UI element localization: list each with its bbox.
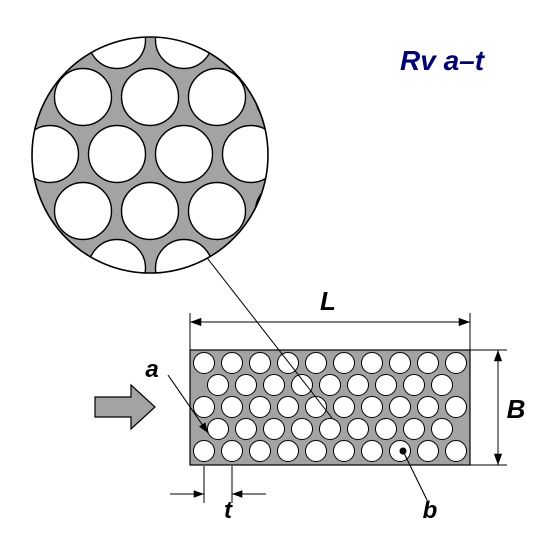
- magnifier-hole: [323, 183, 380, 240]
- sheet-hole: [250, 397, 271, 418]
- magnifier-hole: [122, 69, 179, 126]
- sheet-hole: [250, 353, 271, 374]
- leader-b-dot: [400, 448, 407, 455]
- dim-L-label: L: [320, 286, 336, 316]
- sheet-hole: [362, 353, 383, 374]
- sheet-hole: [194, 353, 215, 374]
- sheet-hole: [306, 441, 327, 462]
- magnifier-hole: [55, 69, 112, 126]
- sheet-hole: [334, 397, 355, 418]
- sheet-hole: [418, 397, 439, 418]
- sheet-hole: [222, 353, 243, 374]
- magnifier-hole: [290, 126, 347, 183]
- sheet-hole: [376, 419, 397, 440]
- sheet-hole: [376, 375, 397, 396]
- perforation-diagram: Rv a–t L Bt a b: [0, 0, 550, 550]
- sheet-hole: [292, 375, 313, 396]
- sheet-hole: [208, 419, 229, 440]
- magnifier-content: [22, 12, 380, 297]
- sheet-hole: [236, 375, 257, 396]
- sheet-hole: [404, 375, 425, 396]
- magnifier-hole: [290, 12, 347, 69]
- sheet-hole: [306, 353, 327, 374]
- dim-t-label: t: [224, 497, 233, 524]
- sheet-hole: [446, 441, 467, 462]
- sheet-hole: [250, 441, 271, 462]
- sheet-hole: [348, 419, 369, 440]
- magnifier-hole: [189, 69, 246, 126]
- sheet-hole: [432, 375, 453, 396]
- direction-arrow: [95, 385, 155, 429]
- sheet-hole: [334, 441, 355, 462]
- magnifier-hole: [223, 12, 280, 69]
- sheet-hole: [362, 397, 383, 418]
- sheet-hole: [390, 397, 411, 418]
- magnifier-hole: [89, 126, 146, 183]
- sheet-hole: [348, 375, 369, 396]
- sheet-hole: [320, 419, 341, 440]
- magnifier-hole: [22, 240, 79, 297]
- magnifier-hole: [122, 183, 179, 240]
- sheet-hole: [446, 397, 467, 418]
- magnifier-hole: [256, 69, 313, 126]
- title-text: Rv a–t: [400, 45, 486, 76]
- magnifier-hole: [22, 12, 79, 69]
- magnifier-hole: [89, 12, 146, 69]
- sheet-hole: [292, 419, 313, 440]
- magnifier-hole: [55, 183, 112, 240]
- magnifier-hole: [290, 240, 347, 297]
- sheet-hole: [446, 353, 467, 374]
- magnifier-hole: [223, 126, 280, 183]
- sheet-hole: [362, 441, 383, 462]
- dim-B-label: B: [507, 394, 526, 424]
- leader-a-label: a: [145, 356, 158, 383]
- sheet-hole: [390, 353, 411, 374]
- sheet-hole: [418, 441, 439, 462]
- sheet-hole: [320, 375, 341, 396]
- magnifier-hole: [156, 126, 213, 183]
- sheet-hole: [236, 419, 257, 440]
- sheet-hole: [222, 441, 243, 462]
- sheet-hole: [222, 397, 243, 418]
- magnifier-hole: [256, 183, 313, 240]
- sheet-hole: [264, 419, 285, 440]
- sheet-hole: [432, 419, 453, 440]
- sheet-hole: [264, 375, 285, 396]
- sheet-hole: [278, 441, 299, 462]
- sheet-hole: [334, 353, 355, 374]
- sheet-hole: [194, 441, 215, 462]
- sheet-hole: [208, 375, 229, 396]
- leader-b-label: b: [423, 497, 438, 524]
- magnifier-hole: [22, 126, 79, 183]
- sheet-hole: [404, 419, 425, 440]
- magnifier-hole: [156, 12, 213, 69]
- sheet-hole: [194, 397, 215, 418]
- sheet-hole: [418, 353, 439, 374]
- sheet-hole: [278, 397, 299, 418]
- magnifier-hole: [189, 183, 246, 240]
- magnifier-hole: [323, 69, 380, 126]
